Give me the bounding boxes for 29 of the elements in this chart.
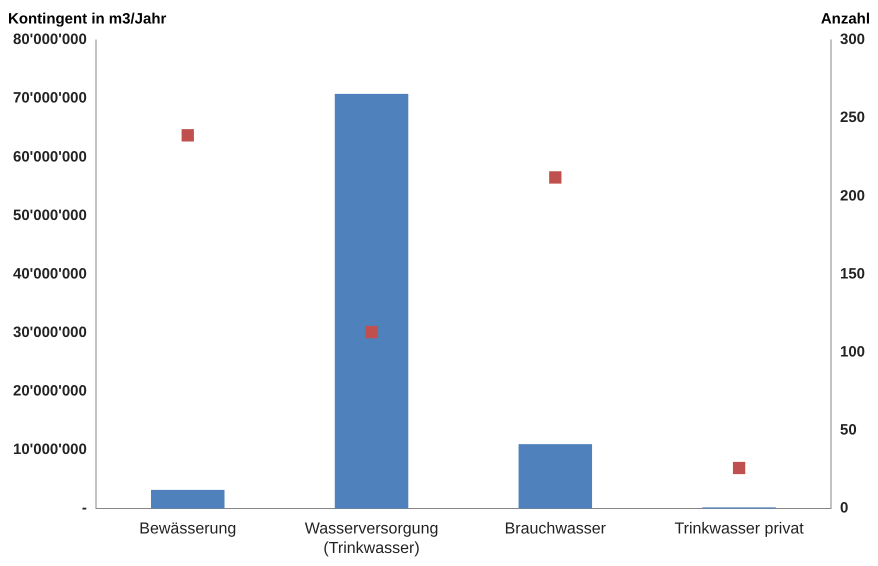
y-tick-label: 20'000'000 <box>12 382 87 400</box>
y-tick-label: 60'000'000 <box>12 148 87 166</box>
y2-tick-label: 250 <box>840 109 866 126</box>
y2-axis-title: Anzahl <box>820 10 870 28</box>
point <box>365 326 378 338</box>
y-tick-label: 80'000'000 <box>12 31 87 48</box>
y-axis-title: Kontingent in m3/Jahr <box>8 10 167 28</box>
bar <box>334 94 408 509</box>
y-tick-label: 50'000'000 <box>12 206 87 224</box>
y2-tick-label: 100 <box>840 344 866 361</box>
y2-tick-label: 0 <box>840 500 848 517</box>
y2-tick-label: 50 <box>840 422 857 439</box>
x-tick-label: Bewässerung <box>139 520 236 538</box>
y-tick-label: - <box>82 500 87 517</box>
y2-tick-label: 300 <box>840 31 866 48</box>
y-tick-label: 40'000'000 <box>12 265 87 282</box>
point <box>732 462 746 474</box>
y-tick-label: 70'000'000 <box>12 90 87 107</box>
bar <box>518 444 592 509</box>
x-tick-label: Trinkwasser privat <box>674 520 804 538</box>
point <box>549 171 562 184</box>
point <box>182 129 194 142</box>
y2-tick-label: 200 <box>840 187 866 204</box>
y2-tick-label: 150 <box>840 265 866 282</box>
y-tick-label: 30'000'000 <box>12 324 87 342</box>
x-tick-label: Wasserversorgung (Trinkwasser) <box>304 520 438 557</box>
y-tick-label: 10'000'000 <box>12 441 87 458</box>
bar <box>151 490 225 509</box>
x-tick-label: Brauchwasser <box>504 520 607 538</box>
